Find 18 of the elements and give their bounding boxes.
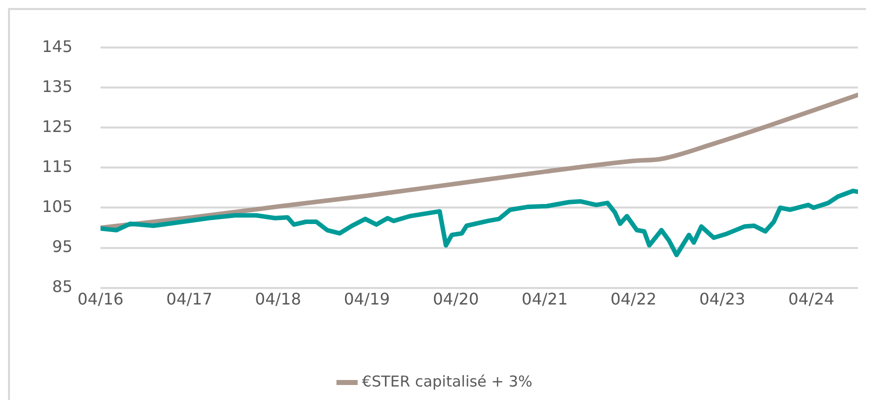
- x-tick-label: 04/19: [344, 290, 390, 309]
- x-tick-label: 04/18: [255, 290, 302, 309]
- y-tick-label: 105: [42, 196, 73, 216]
- y-tick-label: 135: [42, 76, 73, 96]
- line-series: [100, 92, 858, 230]
- y-tick-label: 85: [52, 276, 73, 296]
- x-tick-label: 04/20: [432, 290, 479, 309]
- x-tick-label: 04/23: [699, 290, 746, 309]
- y-tick-label: 115: [42, 156, 73, 176]
- y-tick-label: 145: [42, 36, 73, 56]
- x-tick-label: 04/17: [166, 290, 212, 309]
- x-tick-label: 04/16: [77, 290, 124, 309]
- x-tick-label: 04/24: [788, 290, 834, 309]
- x-tick-label: 04/22: [610, 290, 657, 309]
- legend-label: €STER capitalisé + 3%: [362, 372, 532, 390]
- y-tick-label: 125: [42, 116, 73, 136]
- x-tick-label: 04/21: [522, 290, 568, 309]
- y-tick-label: 95: [52, 236, 73, 256]
